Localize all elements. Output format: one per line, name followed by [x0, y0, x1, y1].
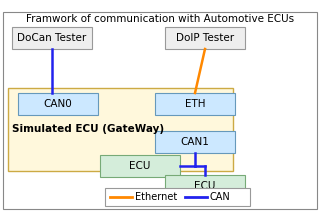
Text: DoCan Tester: DoCan Tester: [17, 33, 87, 43]
FancyBboxPatch shape: [165, 175, 245, 197]
FancyBboxPatch shape: [155, 131, 235, 153]
FancyBboxPatch shape: [8, 88, 233, 171]
FancyBboxPatch shape: [105, 188, 250, 206]
FancyBboxPatch shape: [3, 12, 317, 209]
Text: Ethernet: Ethernet: [135, 192, 177, 202]
FancyBboxPatch shape: [100, 155, 180, 177]
Text: CAN0: CAN0: [44, 99, 72, 109]
FancyBboxPatch shape: [155, 93, 235, 115]
Text: ECU: ECU: [194, 181, 216, 191]
Text: ETH: ETH: [185, 99, 205, 109]
Text: CAN1: CAN1: [180, 137, 209, 147]
FancyBboxPatch shape: [12, 27, 92, 49]
Text: DoIP Tester: DoIP Tester: [176, 33, 234, 43]
FancyBboxPatch shape: [165, 27, 245, 49]
Text: ECU: ECU: [129, 161, 151, 171]
FancyBboxPatch shape: [18, 93, 98, 115]
Text: Simulated ECU (GateWay): Simulated ECU (GateWay): [12, 125, 164, 135]
Text: CAN: CAN: [210, 192, 231, 202]
Text: Framwork of communication with Automotive ECUs: Framwork of communication with Automotiv…: [26, 14, 294, 24]
